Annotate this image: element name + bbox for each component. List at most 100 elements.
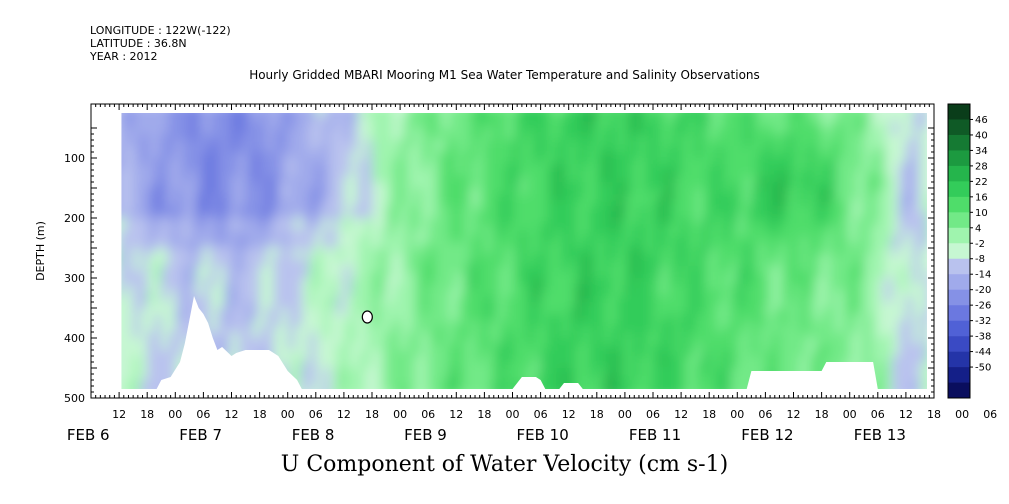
field-cell (238, 254, 247, 261)
field-cell (512, 356, 521, 363)
field-cell (716, 320, 724, 327)
field-cell (772, 242, 780, 249)
field-cell (653, 320, 661, 327)
field-cell (400, 290, 408, 297)
field-cell (350, 296, 359, 303)
field-cell (484, 290, 492, 297)
field-cell (175, 194, 183, 201)
field-cell (610, 344, 619, 351)
field-cell (147, 152, 155, 159)
field-cell (245, 302, 254, 309)
field-cell (182, 296, 190, 303)
field-cell (196, 200, 204, 207)
field-cell (477, 152, 485, 159)
field-cell (737, 206, 745, 213)
field-cell (119, 188, 127, 195)
field-cell (400, 122, 408, 129)
field-cell (582, 164, 591, 171)
field-cell (449, 314, 457, 321)
field-cell (653, 134, 661, 141)
field-cell (674, 242, 682, 249)
field-cell (119, 326, 127, 333)
field-cell (414, 314, 422, 321)
field-cell (315, 170, 324, 177)
field-cell (245, 248, 254, 255)
field-cell (681, 296, 689, 303)
field-cell (505, 122, 514, 129)
field-cell (301, 344, 310, 351)
field-cell (287, 248, 296, 255)
field-cell (624, 338, 633, 345)
field-cell (386, 266, 394, 273)
field-cell (287, 356, 296, 363)
field-cell (196, 110, 204, 117)
field-cell (350, 272, 359, 279)
field-cell (526, 236, 535, 243)
field-cell (709, 350, 717, 357)
field-cell (245, 164, 254, 171)
field-cell (639, 260, 647, 267)
field-cell (477, 344, 485, 351)
field-cell (449, 260, 457, 267)
field-cell (477, 170, 485, 177)
field-cell (800, 170, 809, 177)
field-cell (695, 326, 703, 333)
field-cell (653, 374, 661, 381)
field-cell (674, 320, 682, 327)
field-cell (688, 200, 696, 207)
field-cell (800, 248, 809, 255)
field-cell (175, 230, 183, 237)
field-cell (709, 278, 717, 285)
field-cell (407, 176, 415, 183)
field-cell (554, 200, 563, 207)
field-cell (266, 254, 275, 261)
field-cell (589, 164, 598, 171)
field-cell (175, 134, 183, 141)
field-cell (596, 344, 605, 351)
field-cell (744, 110, 752, 117)
field-cell (259, 254, 268, 261)
field-cell (533, 236, 542, 243)
field-cell (386, 326, 394, 333)
field-cell (561, 272, 570, 279)
field-cell (695, 212, 703, 219)
field-cell (336, 134, 345, 141)
field-cell (702, 176, 710, 183)
field-cell (428, 128, 436, 135)
field-cell (301, 188, 310, 195)
field-cell (540, 254, 549, 261)
field-cell (421, 134, 429, 141)
field-cell (470, 278, 478, 285)
field-cell (259, 338, 268, 345)
field-cell (653, 140, 661, 147)
field-cell (624, 122, 633, 129)
field-cell (287, 230, 296, 237)
field-cell (793, 338, 802, 345)
field-cell (421, 194, 429, 201)
field-cell (744, 242, 752, 249)
field-cell (386, 182, 394, 189)
field-cell (596, 374, 605, 381)
field-cell (463, 260, 471, 267)
field-cell (343, 308, 352, 315)
field-cell (140, 314, 148, 321)
field-cell (568, 146, 577, 153)
field-cell (463, 248, 471, 255)
field-cell (639, 230, 647, 237)
field-cell (456, 308, 464, 315)
field-cell (231, 200, 240, 207)
field-cell (386, 224, 394, 231)
field-cell (772, 356, 780, 363)
field-cell (653, 272, 661, 279)
field-cell (709, 380, 717, 387)
field-cell (140, 332, 148, 339)
field-cell (695, 140, 703, 147)
field-cell (800, 308, 809, 315)
field-cell (737, 380, 745, 387)
field-cell (498, 350, 506, 357)
field-cell (702, 242, 710, 249)
field-cell (245, 338, 254, 345)
field-cell (203, 116, 211, 123)
field-cell (758, 320, 766, 327)
field-cell (245, 146, 254, 153)
